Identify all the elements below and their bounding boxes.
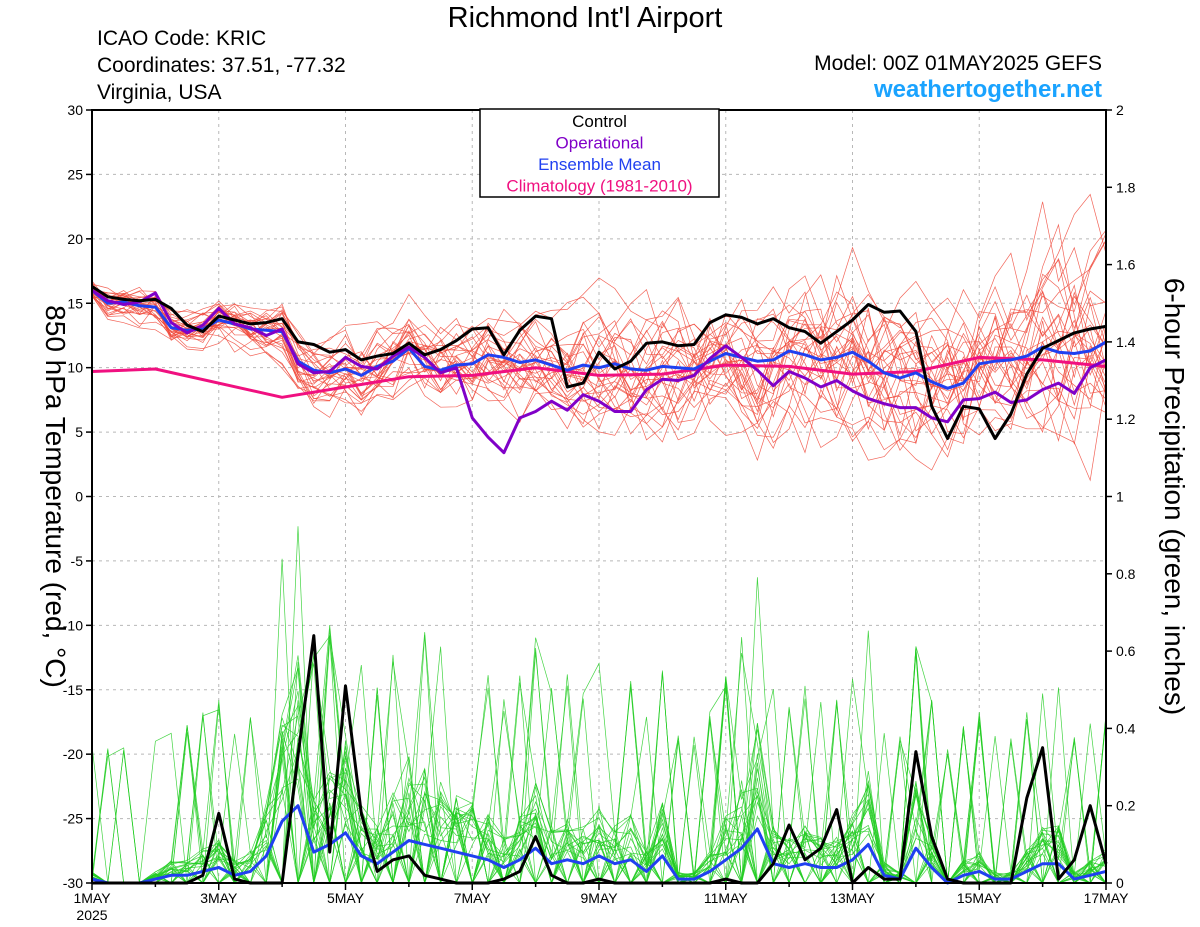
y2-tick-label: 1.4 (1116, 334, 1136, 350)
x-tick-label: 1MAY (73, 890, 111, 906)
temperature-member-line (91, 223, 1107, 421)
precipitation-member-line (91, 639, 1107, 885)
y2-tick-label: 1.2 (1116, 411, 1136, 427)
x-tick-sublabel: 2025 (76, 907, 107, 923)
temperature-member-line (91, 252, 1107, 462)
y2-tick-label: 1.6 (1116, 257, 1136, 273)
x-tick-label: 7MAY (454, 890, 492, 906)
legend-entry: Ensemble Mean (538, 155, 661, 174)
y-tick-label: 15 (67, 295, 83, 311)
temperature-member-line (91, 201, 1107, 436)
temperature-member-line (91, 296, 1107, 420)
x-tick-label: 5MAY (327, 890, 365, 906)
precipitation-member-line (92, 685, 1107, 885)
y-tick-label: -20 (63, 746, 83, 762)
y2-tick-label: 1 (1116, 489, 1124, 505)
x-tick-label: 9MAY (580, 890, 618, 906)
temperature-member-line (91, 280, 1107, 444)
y2-tick-label: 0.2 (1116, 798, 1136, 814)
y-tick-label: 5 (75, 424, 83, 440)
icao-code: ICAO Code: KRIC (97, 27, 267, 50)
ensemble-mean-precipitation-line (91, 804, 1107, 885)
temperature-member-line (91, 277, 1107, 471)
y2-tick-label: 0 (1116, 875, 1124, 891)
x-tick-label: 17MAY (1084, 890, 1130, 906)
temperature-member-line (91, 288, 1107, 454)
model-run: Model: 00Z 01MAY2025 GEFS (814, 52, 1102, 75)
legend-box (479, 108, 720, 198)
y2-tick-label: 0.6 (1116, 643, 1136, 659)
temperature-member-line (91, 229, 1107, 452)
y2-tick-label: 0.4 (1116, 720, 1136, 736)
y2-tick-label: 2 (1116, 102, 1124, 118)
temperature-member-line (91, 239, 1107, 449)
axis-labels: 850 hPa Temperature (red, °C) 6-hour Prec… (40, 278, 1190, 715)
y-tick-label: 30 (67, 102, 83, 118)
legend-entry: Control (572, 112, 627, 131)
site-name: weathertogether.net (873, 76, 1102, 103)
temperature-member-line (91, 291, 1107, 445)
y-tick-label: -25 (63, 811, 83, 827)
y2-tick-label: 0.8 (1116, 566, 1136, 582)
y-tick-label: -30 (63, 875, 83, 891)
y-axis-label: 850 hPa Temperature (red, °C) (40, 305, 71, 688)
legend: Control Operational Ensemble Mean Climatolo… (479, 108, 720, 198)
x-tick-label: 11MAY (704, 890, 748, 906)
y-tick-label: 10 (67, 360, 83, 376)
temperature-member-line (91, 288, 1107, 404)
climatology-1981-2010-temperature-line (91, 355, 1107, 399)
y2-tick-label: 1.8 (1116, 179, 1136, 195)
chart-title: Richmond Int'l Airport (447, 2, 723, 34)
y-tick-label: 25 (67, 166, 83, 182)
x-tick-label: 15MAY (957, 890, 1003, 906)
x-tick-label: 13MAY (830, 890, 876, 906)
legend-entry: Operational (556, 134, 644, 153)
y-tick-label: -15 (63, 682, 83, 698)
legend-entry: Climatology (1981-2010) (506, 177, 692, 196)
coordinates: Coordinates: 37.51, -77.32 (97, 54, 346, 77)
temperature-member-line (91, 193, 1107, 439)
temperature-member-line (91, 280, 1107, 418)
region: Virginia, USA (97, 81, 222, 104)
control-temperature-line (91, 285, 1107, 440)
ensemble-mean-temperature-line (91, 289, 1107, 390)
x-tick-label: 3MAY (200, 890, 238, 906)
y2-axis-label: 6-hour Precipitation (green, inches) (1159, 278, 1190, 715)
y-tick-label: -10 (63, 617, 83, 633)
grid-lines (92, 110, 1106, 883)
axis-ticks: 302520151050-5-10-15-20-25-3021.81.61.41… (63, 102, 1136, 923)
y-tick-label: 0 (75, 489, 83, 505)
y-tick-label: -5 (71, 553, 84, 569)
y-tick-label: 20 (67, 231, 83, 247)
